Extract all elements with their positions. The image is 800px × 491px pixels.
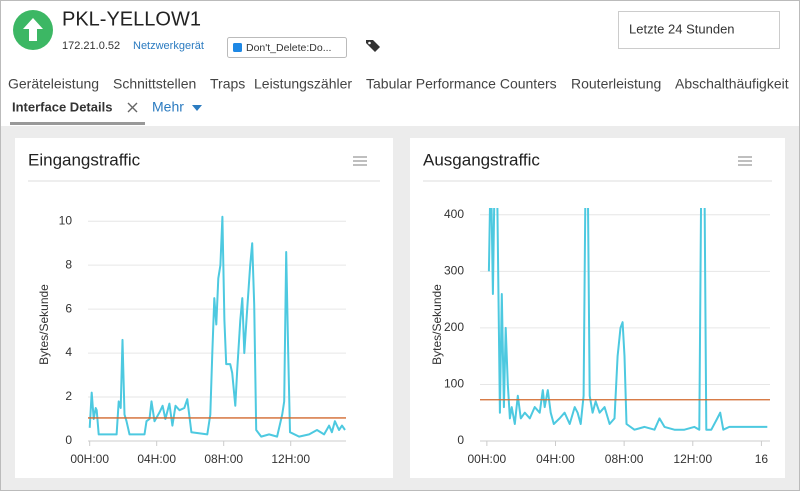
tab-bar: Geräteleistung Schnittstellen Traps Leistun… (8, 76, 789, 92)
chart-menu-icon[interactable] (738, 156, 752, 166)
tag-text: Don't_Delete:Do... (246, 42, 331, 54)
y-tick-label: 8 (65, 257, 72, 271)
close-tab-icon[interactable] (127, 102, 138, 113)
y-axis-label: Bytes/Sekunde (37, 284, 51, 365)
x-tick-label: 12H:00 (673, 452, 712, 466)
x-tick-label: 08H:00 (605, 452, 644, 466)
time-range-select[interactable] (618, 11, 780, 49)
y-tick-label: 0 (457, 433, 464, 447)
y-tick-label: 200 (444, 320, 464, 334)
active-tab[interactable]: Interface Details (12, 99, 112, 114)
chart-menu-icon[interactable] (353, 156, 367, 166)
device-type-link[interactable]: Netzwerkgerät (133, 40, 204, 52)
tab[interactable]: Routerleistung (571, 76, 661, 92)
tab[interactable]: Geräteleistung (8, 76, 99, 92)
y-tick-label: 100 (444, 377, 464, 391)
tag-icon-hole (368, 41, 371, 45)
x-tick-label: 12H:00 (271, 452, 310, 466)
tag-chip[interactable] (227, 37, 347, 58)
chart-title: Ausgangstraffic (423, 150, 540, 169)
card (15, 138, 393, 478)
traffic-line (487, 208, 768, 431)
chart-title: Eingangstraffic (28, 150, 141, 169)
time-range-text: Letzte 24 Stunden (629, 21, 735, 36)
tab[interactable]: Tabular Performance Counters (366, 76, 557, 92)
y-tick-label: 0 (65, 433, 72, 447)
more-menu[interactable]: Mehr (152, 99, 184, 115)
device-title: PKL-YELLOW1 (62, 8, 201, 30)
tab[interactable]: Schnittstellen (113, 76, 196, 92)
y-tick-label: 10 (59, 213, 73, 227)
x-tick-label: 00H:00 (70, 452, 109, 466)
tab[interactable]: Abschalthäufigkeit (675, 76, 789, 92)
active-tab-underline (10, 122, 145, 125)
x-tick-label: 00H:00 (468, 452, 507, 466)
tag-color (233, 43, 242, 52)
x-tick-label: 04H:00 (137, 452, 176, 466)
y-tick-label: 400 (444, 207, 464, 221)
y-axis-label: Bytes/Sekunde (430, 284, 444, 365)
x-tick-label: 04H:00 (536, 452, 575, 466)
ip-address: 172.21.0.52 (62, 40, 120, 52)
y-tick-label: 300 (444, 264, 464, 278)
x-tick-label: 16 (755, 452, 769, 466)
status-arrow (23, 18, 43, 41)
y-tick-label: 4 (65, 345, 72, 359)
more-caret[interactable] (192, 105, 202, 111)
y-tick-label: 6 (65, 301, 72, 315)
tab[interactable]: Leistungszähler (254, 76, 352, 92)
tab[interactable]: Traps (210, 76, 245, 92)
x-tick-label: 08H:00 (204, 452, 243, 466)
y-tick-label: 2 (65, 389, 72, 403)
